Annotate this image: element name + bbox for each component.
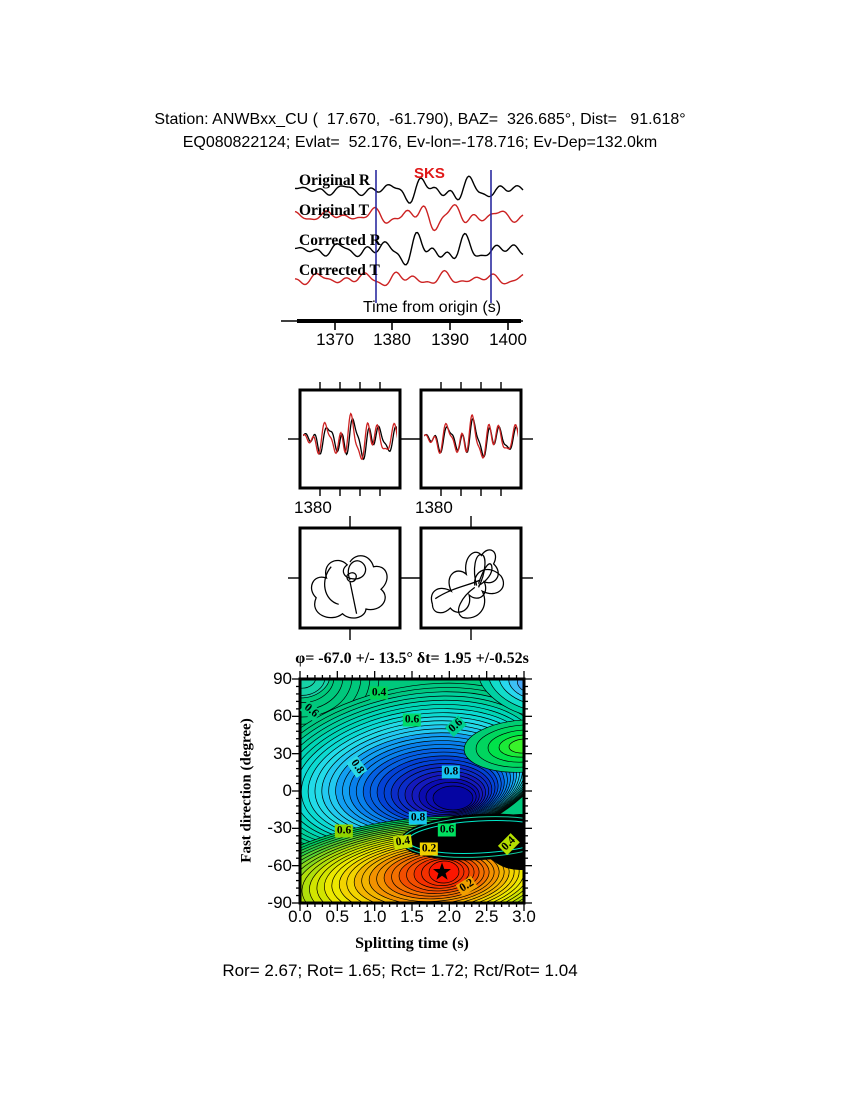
contour-x-tick: 2.5 [474,907,499,926]
contour-x-axis-title: Splitting time (s) [355,935,469,952]
trace-label-corrected-t: Corrected T [299,262,380,279]
event-header: EQ080822124; Evlat= 52.176, Ev-lon=-178.… [182,134,658,151]
contour-x-tick: 1.0 [362,907,387,926]
contour-x-tick: 2.0 [437,907,462,926]
contour-y-tick: 90 [273,669,292,688]
time-axis-title: Time from origin (s) [362,299,502,316]
trace-label-original-t: Original T [299,202,369,219]
trace-label-original-r: Original R [299,172,371,189]
splitting-result-title: φ= -67.0 +/- 13.5° δt= 1.95 +/-0.52s [295,650,529,667]
time-tick-label: 1380 [373,330,411,349]
contour-level-label: 0.6 [437,823,457,837]
contour-y-tick: 30 [273,743,292,763]
contour-level-label: 0.8 [441,765,461,779]
splitting-intensity-stats: Ror= 2.67; Rot= 1.65; Rct= 1.72; Rct/Rot… [222,961,578,980]
contour-level-label: 0.6 [402,713,422,727]
contour-x-tick: 0.5 [325,907,350,926]
contour-level-label: 0.6 [334,824,354,838]
time-tick-label: 1390 [431,330,469,349]
contour-level-label: 0.4 [392,834,414,850]
contour-level-label: 0.2 [419,842,439,856]
station-header: Station: ANWBxx_CU ( 17.670, -61.790), B… [154,111,686,128]
trace-label-corrected-r: Corrected R [299,232,381,249]
phase-label-sks: SKS [414,165,445,182]
contour-level-label: 0.4 [369,686,389,700]
contour-x-tick: 0.0 [288,907,312,926]
contour-x-tick: 3.0 [512,907,536,926]
contour-y-tick: -60 [267,855,292,875]
time-tick-label: 1370 [316,330,354,349]
zoom-panel-right-label: 1380 [415,498,453,517]
contour-level-label: 0.8 [408,811,428,825]
contour-y-tick: 60 [273,706,292,726]
zoom-panel-left-label: 1380 [294,498,332,517]
time-tick-label: 1400 [489,330,527,349]
contour-y-tick: -90 [267,893,292,912]
contour-y-tick: 0 [282,781,292,800]
contour-y-tick: -30 [267,818,292,838]
contour-x-tick: 1.5 [400,907,424,926]
